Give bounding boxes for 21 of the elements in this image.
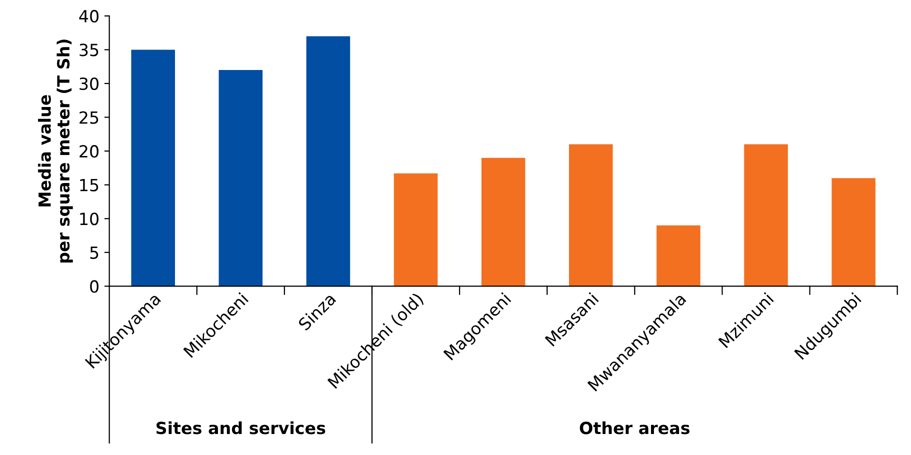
- y-tick-label: 40: [79, 10, 98, 22]
- y-axis-title: Media value per square meter (T Sh): [38, 40, 73, 263]
- bar: [394, 173, 438, 286]
- y-tick-label: 15: [80, 179, 98, 192]
- bar: [306, 36, 350, 286]
- y-tick-label: 35: [80, 44, 98, 56]
- bar: [131, 50, 175, 286]
- y-tick-label: 30: [80, 77, 98, 90]
- bar: [568, 144, 613, 286]
- y-tick-label: 0: [90, 280, 98, 293]
- bar: [218, 70, 263, 286]
- y-tick-label: 5: [90, 246, 98, 259]
- y-tick-label: 20: [80, 145, 98, 158]
- text: Other areas: [580, 421, 690, 434]
- text: Sites and services: [156, 421, 326, 434]
- y-tick-label: 25: [80, 111, 98, 124]
- bar: [832, 178, 876, 286]
- bar: [744, 144, 788, 286]
- bar: [481, 158, 526, 286]
- bar: [656, 225, 700, 286]
- y-tick-label: 10: [80, 212, 98, 226]
